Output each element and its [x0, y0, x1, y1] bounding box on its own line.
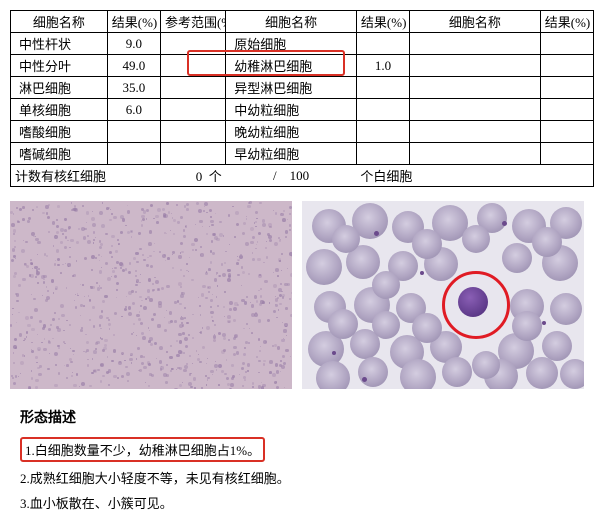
footer-label2: 个白细胞	[356, 165, 593, 187]
hdr-result-1: 结果(%)	[107, 11, 160, 33]
c1-ref	[160, 33, 225, 55]
footer-label1: 计数有核红细胞	[11, 165, 108, 187]
c2-name: 原始细胞	[226, 33, 357, 55]
footer-val1: 0	[196, 169, 203, 184]
smear-images	[10, 201, 594, 389]
c1-name: 嗜碱细胞	[11, 143, 108, 165]
c1-ref	[160, 77, 225, 99]
c3-res	[540, 143, 593, 165]
c3-name	[410, 77, 541, 99]
table-row: 嗜酸细胞 晚幼粒细胞	[11, 121, 594, 143]
smear-low-mag	[10, 201, 292, 389]
desc-line-1: 1.白细胞数量不少，幼稚淋巴细胞占1%。	[20, 437, 594, 462]
c2-name: 异型淋巴细胞	[226, 77, 357, 99]
c1-name: 中性分叶	[11, 55, 108, 77]
c2-res: 1.0	[356, 55, 409, 77]
c2-res	[356, 77, 409, 99]
c2-res	[356, 33, 409, 55]
c3-name	[410, 143, 541, 165]
c3-name	[410, 99, 541, 121]
cell-count-table: 细胞名称 结果(%) 参考范围(%) 细胞名称 结果(%) 细胞名称 结果(%)…	[10, 10, 594, 187]
c1-res	[107, 143, 160, 165]
c3-name	[410, 33, 541, 55]
c3-name	[410, 121, 541, 143]
table-row: 淋巴细胞 35.0 异型淋巴细胞	[11, 77, 594, 99]
c3-res	[540, 121, 593, 143]
table-row: 中性分叶 49.0 幼稚淋巴细胞 1.0	[11, 55, 594, 77]
smear-high-mag	[302, 201, 584, 389]
hdr-name-3: 细胞名称	[410, 11, 541, 33]
c2-res	[356, 99, 409, 121]
report-container: 细胞名称 结果(%) 参考范围(%) 细胞名称 结果(%) 细胞名称 结果(%)…	[10, 10, 594, 187]
immature-lymphocyte-icon	[458, 287, 488, 317]
c1-name: 单核细胞	[11, 99, 108, 121]
c1-res: 49.0	[107, 55, 160, 77]
morphology-description: 形态描述 1.白细胞数量不少，幼稚淋巴细胞占1%。 2.成熟红细胞大小轻度不等，…	[10, 407, 594, 512]
c1-res: 35.0	[107, 77, 160, 99]
desc-line-2: 2.成熟红细胞大小轻度不等，未见有核红细胞。	[20, 468, 594, 487]
c1-name: 中性杆状	[11, 33, 108, 55]
footer-val2: 100	[290, 168, 310, 183]
c2-name: 早幼粒细胞	[226, 143, 357, 165]
hdr-ref-1: 参考范围(%)	[160, 11, 225, 33]
c1-res	[107, 121, 160, 143]
c3-res	[540, 77, 593, 99]
table-header-row: 细胞名称 结果(%) 参考范围(%) 细胞名称 结果(%) 细胞名称 结果(%)	[11, 11, 594, 33]
table-row: 嗜碱细胞 早幼粒细胞	[11, 143, 594, 165]
c1-ref	[160, 143, 225, 165]
c1-ref	[160, 55, 225, 77]
hdr-result-3: 结果(%)	[540, 11, 593, 33]
c1-name: 嗜酸细胞	[11, 121, 108, 143]
desc-line-1-text: 1.白细胞数量不少，幼稚淋巴细胞占1%。	[20, 437, 265, 462]
c3-res	[540, 99, 593, 121]
c2-name: 晚幼粒细胞	[226, 121, 357, 143]
c2-res	[356, 121, 409, 143]
c2-name: 幼稚淋巴细胞	[226, 55, 357, 77]
desc-line-3: 3.血小板散在、小簇可见。	[20, 493, 594, 512]
hdr-result-2: 结果(%)	[356, 11, 409, 33]
c1-name: 淋巴细胞	[11, 77, 108, 99]
c2-res	[356, 143, 409, 165]
footer-unit1: 个	[209, 169, 222, 184]
c1-ref	[160, 121, 225, 143]
c3-name	[410, 55, 541, 77]
c1-res: 9.0	[107, 33, 160, 55]
table-footer-row: 计数有核红细胞 0 个 / 100 个白细胞	[11, 165, 594, 187]
hdr-name-2: 细胞名称	[226, 11, 357, 33]
table-row: 中性杆状 9.0 原始细胞	[11, 33, 594, 55]
footer-sep: /	[273, 168, 277, 183]
c3-res	[540, 33, 593, 55]
c1-ref	[160, 99, 225, 121]
table-row: 单核细胞 6.0 中幼粒细胞	[11, 99, 594, 121]
c3-res	[540, 55, 593, 77]
c1-res: 6.0	[107, 99, 160, 121]
hdr-name-1: 细胞名称	[11, 11, 108, 33]
c2-name: 中幼粒细胞	[226, 99, 357, 121]
desc-title: 形态描述	[20, 407, 594, 427]
